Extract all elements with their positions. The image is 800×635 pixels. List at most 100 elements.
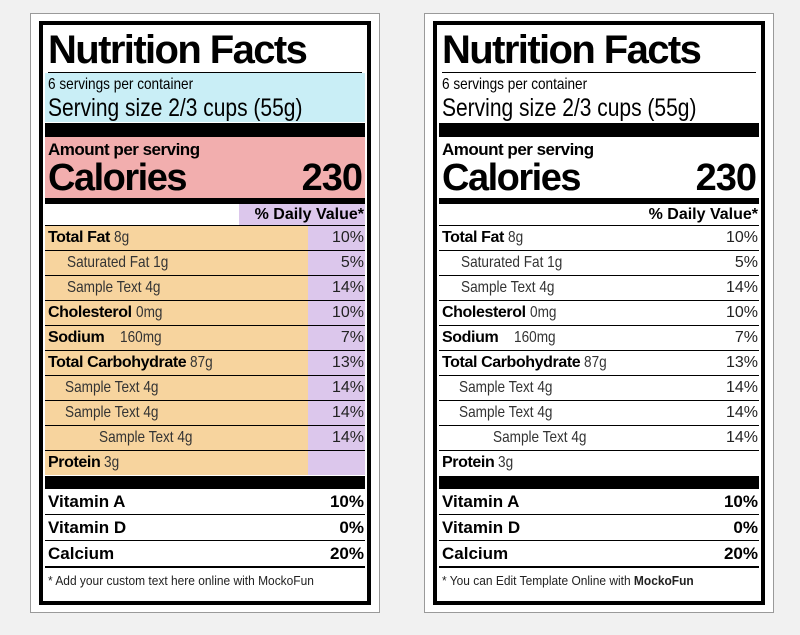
nutrient-dv: 14% (725, 279, 758, 296)
divider-thick (439, 476, 759, 489)
nutrient-name: Sodium (442, 329, 499, 346)
nutrient-dv: 14% (308, 276, 365, 300)
vitamin-name: Vitamin D (48, 517, 127, 537)
nutrient-row-sodium: Sodium 160mg 7% (45, 326, 365, 351)
nutrient-name: Protein (442, 454, 495, 471)
vitamin-dv: 10% (329, 491, 364, 511)
serving-section: 6 servings per container Serving size 2/… (45, 73, 365, 122)
vitamin-name: Vitamin D (442, 517, 521, 537)
calories-value: 230 (695, 157, 757, 199)
nutrient-row-cholesterol: Cholesterol 0mg 10% (45, 301, 365, 326)
footnote-brand: MockoFun (633, 573, 694, 588)
nutrient-amount: 3g (498, 454, 514, 471)
nutrition-label: Nutrition Facts 6 servings per container… (39, 21, 371, 605)
nutrient-name: Sample Text 4g (67, 279, 161, 296)
nutrient-name: Saturated Fat 1g (67, 254, 169, 271)
nutrient-row-saturated-fat: Saturated Fat 1g 5% (439, 251, 759, 276)
divider-thick (439, 123, 759, 137)
nutrient-amount: 160mg (514, 329, 556, 346)
daily-value-header: % Daily Value* (45, 204, 365, 226)
footnote-text: * Add your custom text here online with … (48, 573, 314, 588)
nutrient-row-sample-2: Sample Text 4g 14% (439, 376, 759, 401)
vitamin-row-a: Vitamin A 10% (45, 489, 365, 515)
calories-label: Calories (442, 157, 581, 199)
nutrient-row-sodium: Sodium 160mg 7% (439, 326, 759, 351)
nutrient-amount: 8g (507, 229, 524, 246)
vitamin-dv: 20% (723, 543, 758, 563)
nutrient-name: Sample Text 4g (65, 404, 159, 421)
nutrient-dv: 14% (308, 426, 365, 450)
nutrient-row-sample-4: Sample Text 4g 14% (45, 426, 365, 451)
vitamin-name: Vitamin A (442, 491, 520, 511)
nutrient-dv: 7% (308, 326, 365, 350)
vitamin-dv: 0% (733, 517, 758, 537)
calories-label: Calories (48, 157, 187, 199)
daily-value-header: % Daily Value* (439, 204, 759, 226)
vitamin-row-d: Vitamin D 0% (439, 515, 759, 541)
nutrient-row-total-carbohydrate: Total Carbohydrate 87g 13% (45, 351, 365, 376)
nutrient-dv: 13% (308, 351, 365, 375)
amount-per-serving: Amount per serving (48, 140, 200, 159)
daily-value-header-text: % Daily Value* (648, 206, 758, 223)
nutrient-row-sample-4: Sample Text 4g 14% (439, 426, 759, 451)
servings-per-container: 6 servings per container (442, 76, 588, 93)
label-title: Nutrition Facts (442, 28, 756, 73)
vitamin-row-a: Vitamin A 10% (439, 489, 759, 515)
serving-size: Serving size 2/3 cups (55g) (442, 94, 697, 122)
nutrient-dv: 10% (725, 304, 758, 321)
nutrient-name: Saturated Fat 1g (461, 254, 563, 271)
calories-row: Calories 230 (48, 157, 363, 199)
vitamin-dv: 10% (723, 491, 758, 511)
nutrient-row-sample-2: Sample Text 4g 14% (45, 376, 365, 401)
nutrient-name: Sample Text 4g (461, 279, 555, 296)
nutrient-dv: 5% (734, 254, 758, 271)
nutrient-dv: 10% (308, 226, 365, 250)
nutrient-name: Protein (48, 454, 101, 471)
nutrient-amount: 3g (104, 454, 120, 471)
daily-value-header-text: % Daily Value* (238, 204, 365, 225)
nutrient-dv: 14% (725, 379, 758, 396)
nutrient-dv: 7% (734, 329, 758, 346)
nutrition-label-annotated-panel: Nutrition Facts 6 servings per container… (30, 13, 380, 613)
nutrient-dv (308, 451, 365, 475)
nutrient-name: Sample Text 4g (99, 429, 193, 446)
divider-medium (439, 198, 759, 204)
footnote-text: * You can Edit Template Online with (442, 573, 634, 588)
nutrient-name: Sample Text 4g (493, 429, 587, 446)
nutrient-row-total-fat: Total Fat 8g 10% (439, 226, 759, 251)
nutrient-name: Sample Text 4g (459, 404, 553, 421)
nutrient-row-sample-1: Sample Text 4g 14% (439, 276, 759, 301)
nutrient-dv: 10% (308, 301, 365, 325)
footnote: * Add your custom text here online with … (48, 573, 337, 588)
nutrient-row-sample-3: Sample Text 4g 14% (45, 401, 365, 426)
nutrient-row-total-fat: Total Fat 8g 10% (45, 226, 365, 251)
nutrient-amount: 87g (584, 354, 608, 371)
nutrient-dv: 10% (725, 229, 758, 246)
nutrient-amount: 0mg (529, 304, 557, 321)
nutrient-dv: 13% (725, 354, 758, 371)
nutrient-amount: 0mg (135, 304, 163, 321)
nutrient-row-total-carbohydrate: Total Carbohydrate 87g 13% (439, 351, 759, 376)
serving-section: 6 servings per container Serving size 2/… (439, 73, 759, 122)
nutrient-name: Sodium (48, 329, 105, 346)
nutrient-dv: 5% (308, 251, 365, 275)
calories-section: Amount per serving Calories 230 (439, 137, 759, 198)
divider-medium (45, 198, 365, 204)
footnote: * You can Edit Template Online with Mock… (442, 573, 731, 588)
vitamin-row-calcium: Calcium 20% (45, 541, 365, 568)
vitamin-name: Calcium (442, 543, 509, 563)
divider-thick (45, 123, 365, 137)
vitamin-dv: 0% (339, 517, 364, 537)
nutrient-amount: 8g (113, 229, 130, 246)
servings-per-container: 6 servings per container (48, 76, 194, 93)
vitamin-dv: 20% (329, 543, 364, 563)
nutrient-row-cholesterol: Cholesterol 0mg 10% (439, 301, 759, 326)
nutrient-row-sample-3: Sample Text 4g 14% (439, 401, 759, 426)
nutrient-amount: 87g (190, 354, 214, 371)
nutrition-label: Nutrition Facts 6 servings per container… (433, 21, 765, 605)
calories-row: Calories 230 (442, 157, 757, 199)
vitamin-name: Vitamin A (48, 491, 126, 511)
nutrient-row-saturated-fat: Saturated Fat 1g 5% (45, 251, 365, 276)
nutrient-dv: 14% (308, 376, 365, 400)
serving-size: Serving size 2/3 cups (55g) (48, 94, 303, 122)
